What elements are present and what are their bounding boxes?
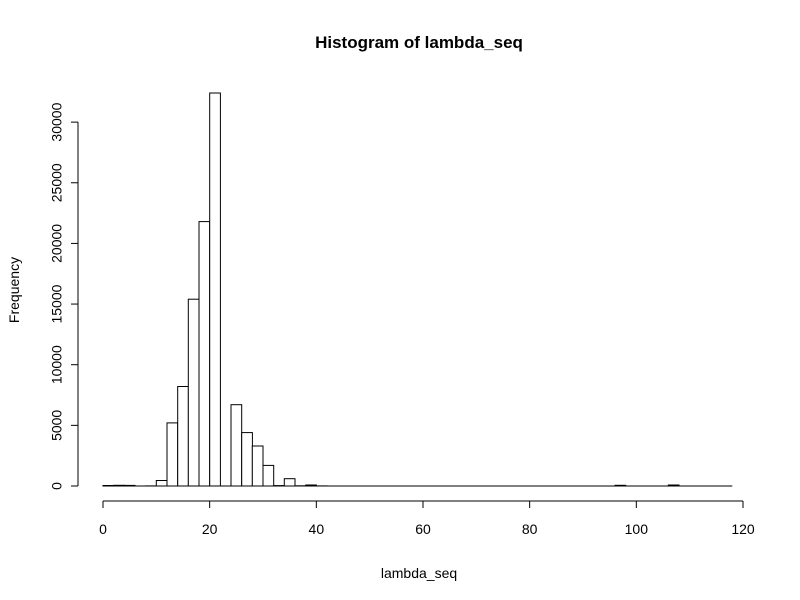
histogram-bar — [166, 422, 179, 487]
y-tick-label: 30000 — [49, 102, 65, 141]
y-tick-label: 10000 — [49, 345, 65, 384]
histogram-bar — [198, 221, 211, 487]
y-tick-label: 25000 — [49, 163, 65, 202]
histogram-bar — [251, 445, 264, 487]
histogram-bar — [187, 298, 200, 487]
histogram-bar — [177, 386, 189, 487]
x-tick-label: 0 — [99, 521, 107, 537]
histogram-bar — [262, 464, 275, 487]
histogram-bar — [230, 404, 243, 487]
histogram-bar — [241, 432, 253, 487]
x-axis-label: lambda_seq — [381, 565, 457, 581]
histogram-bar — [283, 478, 296, 487]
x-tick-label: 60 — [415, 521, 431, 537]
x-tick-label: 80 — [522, 521, 538, 537]
histogram-bar — [155, 480, 168, 487]
x-tick-label: 20 — [202, 521, 218, 537]
y-tick-label: 15000 — [49, 284, 65, 323]
y-tick-label: 5000 — [49, 410, 65, 441]
x-axis: 0 20 40 60 80 100 120 — [99, 500, 755, 537]
x-tick-label: 100 — [625, 521, 649, 537]
chart-title: Histogram of lambda_seq — [315, 33, 523, 52]
histogram-bar — [209, 92, 221, 487]
y-axis: 0 5000 10000 15000 20000 25000 30000 — [49, 102, 79, 490]
x-tick-label: 40 — [309, 521, 325, 537]
y-axis-label: Frequency — [6, 257, 22, 323]
y-tick-label: 20000 — [49, 224, 65, 263]
y-tick-label: 0 — [49, 482, 65, 490]
x-tick-label: 120 — [731, 521, 755, 537]
histogram-bars — [102, 92, 733, 487]
